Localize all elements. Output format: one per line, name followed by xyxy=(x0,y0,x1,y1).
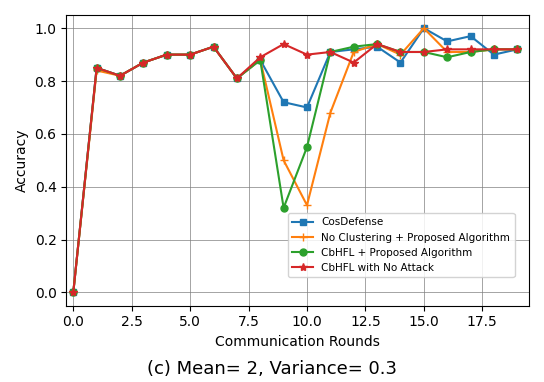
No Clustering + Proposed Algorithm xyxy=(327,110,333,115)
CosDefense xyxy=(280,100,287,104)
No Clustering + Proposed Algorithm xyxy=(374,42,380,46)
CosDefense xyxy=(233,76,240,81)
CbHFL + Proposed Algorithm xyxy=(233,76,240,81)
No Clustering + Proposed Algorithm xyxy=(304,203,310,207)
CbHFL + Proposed Algorithm xyxy=(187,52,194,57)
CbHFL + Proposed Algorithm xyxy=(117,73,123,78)
No Clustering + Proposed Algorithm xyxy=(421,26,427,31)
CbHFL with No Attack xyxy=(280,42,287,46)
CosDefense xyxy=(94,66,100,70)
No Clustering + Proposed Algorithm xyxy=(257,58,263,62)
Legend: CosDefense, No Clustering + Proposed Algorithm, CbHFL + Proposed Algorithm, CbHF: CosDefense, No Clustering + Proposed Alg… xyxy=(288,213,515,277)
CosDefense xyxy=(327,50,333,54)
CbHFL with No Attack xyxy=(491,47,497,52)
No Clustering + Proposed Algorithm xyxy=(350,50,357,54)
No Clustering + Proposed Algorithm xyxy=(210,44,217,49)
CbHFL + Proposed Algorithm xyxy=(514,47,521,52)
Line: CbHFL + Proposed Algorithm: CbHFL + Proposed Algorithm xyxy=(70,40,521,296)
CosDefense xyxy=(374,44,380,49)
CbHFL with No Attack xyxy=(350,60,357,65)
CbHFL + Proposed Algorithm xyxy=(94,66,100,70)
CosDefense xyxy=(210,44,217,49)
CosDefense xyxy=(421,26,427,31)
CbHFL with No Attack xyxy=(117,73,123,78)
Line: CosDefense: CosDefense xyxy=(71,26,520,295)
No Clustering + Proposed Algorithm xyxy=(514,47,521,52)
No Clustering + Proposed Algorithm xyxy=(397,52,404,57)
CbHFL + Proposed Algorithm xyxy=(444,55,450,60)
CbHFL with No Attack xyxy=(257,55,263,60)
CbHFL with No Attack xyxy=(421,50,427,54)
CosDefense xyxy=(187,52,194,57)
CbHFL + Proposed Algorithm xyxy=(327,50,333,54)
CosDefense xyxy=(444,39,450,44)
Line: CbHFL with No Attack: CbHFL with No Attack xyxy=(69,40,522,296)
Text: (c) Mean= 2, Variance= 0.3: (c) Mean= 2, Variance= 0.3 xyxy=(147,360,397,378)
CbHFL with No Attack xyxy=(374,42,380,46)
No Clustering + Proposed Algorithm xyxy=(117,73,123,78)
CbHFL + Proposed Algorithm xyxy=(140,60,147,65)
CbHFL + Proposed Algorithm xyxy=(350,44,357,49)
CbHFL with No Attack xyxy=(187,52,194,57)
CbHFL with No Attack xyxy=(397,50,404,54)
CbHFL + Proposed Algorithm xyxy=(304,145,310,149)
No Clustering + Proposed Algorithm xyxy=(491,47,497,52)
CbHFL with No Attack xyxy=(94,66,100,70)
X-axis label: Communication Rounds: Communication Rounds xyxy=(215,335,380,349)
CosDefense xyxy=(257,58,263,62)
CbHFL with No Attack xyxy=(210,44,217,49)
CosDefense xyxy=(164,52,170,57)
No Clustering + Proposed Algorithm xyxy=(70,290,77,295)
CbHFL + Proposed Algorithm xyxy=(280,206,287,210)
CbHFL with No Attack xyxy=(327,50,333,54)
No Clustering + Proposed Algorithm xyxy=(164,52,170,57)
CbHFL + Proposed Algorithm xyxy=(70,290,77,295)
CbHFL with No Attack xyxy=(514,47,521,52)
CbHFL with No Attack xyxy=(164,52,170,57)
CosDefense xyxy=(514,47,521,52)
CbHFL with No Attack xyxy=(304,52,310,57)
No Clustering + Proposed Algorithm xyxy=(187,52,194,57)
CbHFL + Proposed Algorithm xyxy=(210,44,217,49)
CosDefense xyxy=(491,52,497,57)
CosDefense xyxy=(397,60,404,65)
No Clustering + Proposed Algorithm xyxy=(140,60,147,65)
No Clustering + Proposed Algorithm xyxy=(280,158,287,163)
CosDefense xyxy=(140,60,147,65)
CbHFL with No Attack xyxy=(233,76,240,81)
CosDefense xyxy=(304,105,310,110)
CbHFL with No Attack xyxy=(140,60,147,65)
CbHFL + Proposed Algorithm xyxy=(491,47,497,52)
CbHFL + Proposed Algorithm xyxy=(164,52,170,57)
Y-axis label: Accuracy: Accuracy xyxy=(15,129,29,192)
CbHFL + Proposed Algorithm xyxy=(421,50,427,54)
No Clustering + Proposed Algorithm xyxy=(467,50,474,54)
CbHFL with No Attack xyxy=(70,290,77,295)
CbHFL with No Attack xyxy=(467,47,474,52)
CbHFL + Proposed Algorithm xyxy=(374,42,380,46)
CbHFL + Proposed Algorithm xyxy=(257,58,263,62)
No Clustering + Proposed Algorithm xyxy=(444,50,450,54)
CosDefense xyxy=(117,73,123,78)
CosDefense xyxy=(70,290,77,295)
CosDefense xyxy=(350,47,357,52)
No Clustering + Proposed Algorithm xyxy=(94,68,100,73)
CosDefense xyxy=(467,34,474,39)
CbHFL with No Attack xyxy=(444,47,450,52)
CbHFL + Proposed Algorithm xyxy=(397,50,404,54)
Line: No Clustering + Proposed Algorithm: No Clustering + Proposed Algorithm xyxy=(69,24,522,296)
No Clustering + Proposed Algorithm xyxy=(233,76,240,81)
CbHFL + Proposed Algorithm xyxy=(467,50,474,54)
